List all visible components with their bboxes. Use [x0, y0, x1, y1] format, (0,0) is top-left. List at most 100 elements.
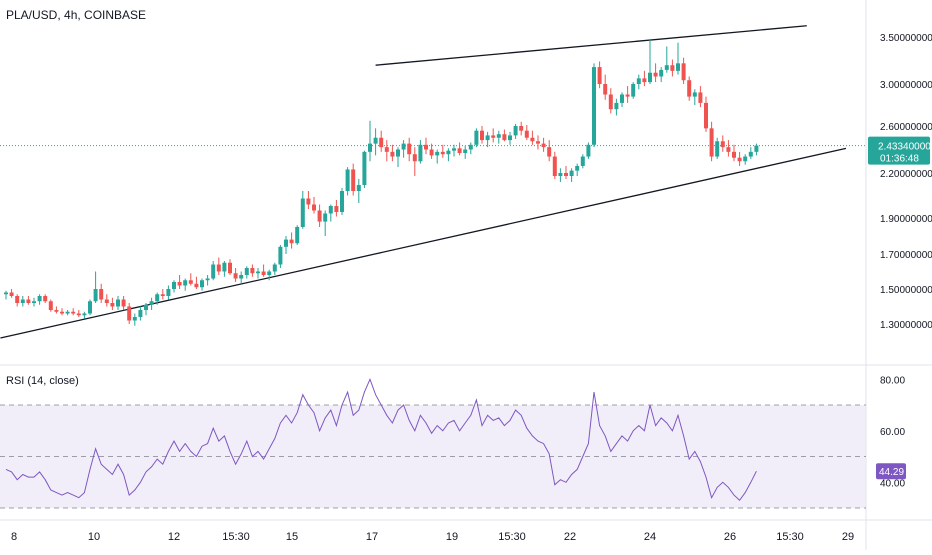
candle-body	[278, 246, 283, 265]
candle-body	[20, 299, 25, 303]
candle-body	[200, 280, 204, 288]
candle-body	[43, 296, 48, 302]
candle-body	[362, 151, 367, 185]
candle-body	[306, 198, 311, 205]
candle-body	[491, 135, 496, 138]
candle-body	[648, 72, 652, 83]
candle-body	[692, 92, 697, 97]
price-tick-label: 2.60000000	[880, 122, 932, 133]
candle-body	[244, 268, 249, 275]
time-tick-label: 15:30	[222, 531, 250, 543]
candle-body	[530, 137, 535, 142]
candle-body	[138, 310, 143, 317]
candle-body	[356, 185, 361, 191]
time-tick-label: 10	[88, 531, 100, 543]
time-tick-label: 17	[366, 531, 378, 543]
candle-body	[457, 148, 462, 154]
candle-body	[586, 144, 591, 157]
candle-body	[676, 63, 680, 71]
candle-body	[267, 271, 272, 275]
candle-body	[737, 157, 742, 162]
candle-body	[166, 289, 171, 296]
candle-body	[508, 135, 512, 141]
candle-body	[384, 147, 389, 152]
candle-body	[552, 156, 557, 176]
candle-body	[681, 63, 686, 81]
price-tick-label: 1.30000000	[880, 320, 932, 331]
candle-body	[71, 311, 76, 314]
candle-body	[418, 144, 423, 162]
candle-body	[631, 84, 636, 97]
trendline-upper-resistance	[375, 25, 807, 66]
candle-body	[480, 130, 484, 141]
rsi-tick-label: 40.00	[880, 478, 905, 489]
candle-body	[664, 65, 669, 70]
candle-body	[743, 156, 748, 162]
candle-body	[48, 301, 53, 310]
price-badge	[868, 136, 930, 165]
candle-body	[642, 78, 647, 83]
candle-body	[496, 134, 501, 138]
candle-body	[407, 143, 412, 155]
candle-body	[412, 154, 417, 162]
rsi-title[interactable]: RSI (14, close)	[6, 375, 79, 387]
candle-body	[502, 134, 507, 141]
candle-body	[172, 282, 176, 289]
rsi-tick-label: 60.00	[880, 427, 905, 438]
candle-body	[670, 65, 675, 71]
candle-body	[614, 102, 619, 110]
candle-body	[334, 206, 339, 212]
candle-body	[463, 149, 468, 154]
candle-body	[653, 72, 658, 77]
candle-body	[93, 289, 98, 302]
price-tick-label: 3.50000000	[880, 33, 932, 44]
candle-body	[446, 150, 451, 155]
candle-body	[580, 156, 585, 166]
candle-body	[608, 94, 613, 110]
candle-body	[429, 149, 434, 156]
candle-body	[32, 301, 36, 303]
candle-body	[513, 126, 518, 136]
candle-body	[222, 262, 227, 272]
time-tick-label: 8	[11, 531, 17, 543]
candle-body	[160, 294, 165, 296]
candle-body	[435, 151, 440, 156]
candle-body	[368, 143, 372, 152]
price-tick-label: 2.20000000	[880, 169, 932, 180]
candle-body	[15, 296, 20, 303]
price-tick-label: 1.70000000	[880, 250, 932, 261]
candle-body	[99, 289, 104, 300]
candle-body	[564, 173, 568, 176]
candle-body	[704, 102, 708, 129]
candle-body	[603, 84, 608, 95]
rsi-tick-label: 80.00	[880, 375, 905, 386]
candle-body	[188, 280, 193, 284]
candle-body	[116, 299, 120, 307]
rsi-badge	[876, 463, 906, 480]
candle-body	[110, 303, 115, 307]
candle-body	[558, 173, 563, 176]
candle-body	[256, 271, 260, 274]
candle-body	[194, 283, 199, 288]
time-tick-label: 15	[286, 531, 298, 543]
price-tick-label: 1.90000000	[880, 214, 932, 225]
candle-body	[597, 67, 602, 84]
price-tick-label: 3.00000000	[880, 80, 932, 91]
time-tick-label: 29	[842, 531, 854, 543]
candle-body	[228, 262, 232, 274]
candle-body	[328, 206, 333, 214]
symbol-title[interactable]: PLA/USD, 4h, COINBASE	[6, 8, 147, 22]
candle-body	[592, 67, 596, 145]
candle-body	[401, 143, 406, 150]
candle-body	[440, 151, 445, 155]
candle-body	[261, 271, 266, 275]
candle-body	[9, 292, 14, 296]
candle-body	[373, 137, 378, 144]
candle-body	[720, 141, 725, 148]
candle-body	[37, 296, 42, 302]
candle-body	[289, 239, 294, 244]
candle-body	[732, 151, 736, 158]
trendline-lower-support	[0, 147, 847, 339]
